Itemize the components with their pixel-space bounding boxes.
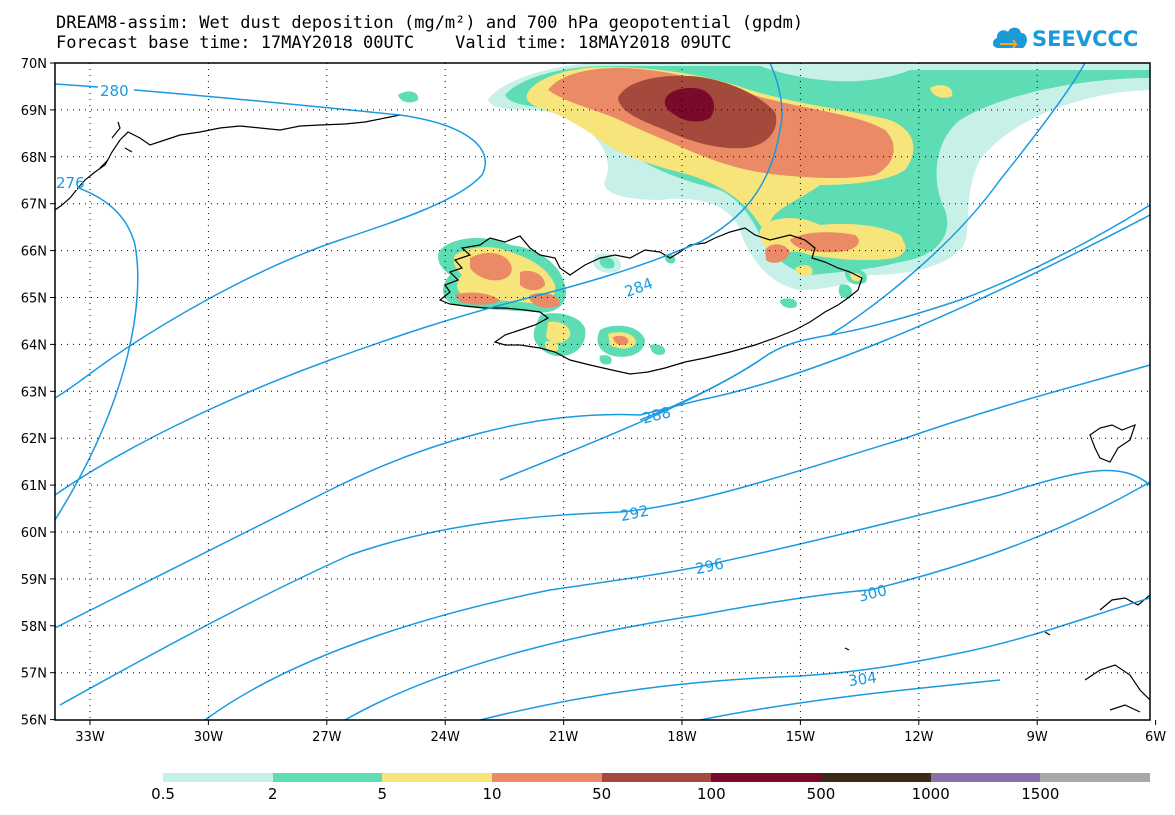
- legend-swatch: [163, 773, 273, 782]
- contour-label-304: 304: [847, 668, 878, 690]
- lat-label: 56N: [21, 714, 47, 729]
- longitude-labels: 33W 30W 27W 24W 21W 18W 15W 12W 9W 6W: [75, 730, 1166, 745]
- contour-label-276: 276: [56, 174, 85, 192]
- legend-label: 50: [592, 785, 612, 803]
- legend-swatch: [272, 773, 383, 782]
- cloud-icon: [992, 27, 1027, 49]
- scotland-coastline: [1084, 594, 1150, 713]
- lon-label: 12W: [904, 730, 934, 745]
- lat-label: 65N: [21, 292, 47, 307]
- legend-label: 1000: [911, 785, 950, 803]
- legend-label: 2: [267, 785, 278, 803]
- lon-label: 24W: [430, 730, 460, 745]
- color-legend: [163, 773, 1151, 782]
- lat-label: 66N: [21, 245, 47, 260]
- legend-swatch: [601, 773, 712, 782]
- axis-ticks: [50, 62, 1157, 725]
- lon-label: 6W: [1145, 730, 1166, 745]
- lon-label: 33W: [75, 730, 105, 745]
- contour-label-300: 300: [857, 581, 889, 605]
- lat-label: 67N: [21, 198, 47, 213]
- lat-label: 61N: [21, 479, 47, 494]
- dust-area-100: [664, 88, 715, 122]
- lon-label: 9W: [1027, 730, 1048, 745]
- legend-swatch: [821, 773, 931, 782]
- contour-label-284: 284: [622, 274, 655, 301]
- contour-296: [204, 469, 1150, 720]
- faroe-coastline: [1089, 423, 1136, 463]
- lat-label: 60N: [21, 526, 47, 541]
- coastline-layer: [55, 114, 1150, 713]
- lat-label: 58N: [21, 620, 47, 635]
- seevccc-logo: SEEVCCC: [990, 20, 1150, 60]
- legend-label: 5: [377, 785, 388, 803]
- lat-label: 70N: [21, 57, 47, 72]
- gridlines: [55, 63, 1150, 720]
- iceland-coastline: [438, 227, 863, 375]
- contour-label-296: 296: [694, 555, 726, 579]
- lon-label: 21W: [549, 730, 579, 745]
- geopotential-contours: [55, 63, 1150, 720]
- contour-276: [55, 179, 139, 521]
- legend-swatch: [711, 773, 822, 782]
- lon-label: 18W: [667, 730, 697, 745]
- contour-label-288: 288: [641, 403, 673, 427]
- lat-label: 62N: [21, 432, 47, 447]
- lat-label: 57N: [21, 667, 47, 682]
- legend-swatch: [382, 773, 493, 782]
- contour-284: [55, 63, 783, 496]
- lat-label: 69N: [21, 104, 47, 119]
- logo-text: SEEVCCC: [1032, 27, 1139, 51]
- lat-label: 68N: [21, 151, 47, 166]
- lat-label: 64N: [21, 338, 47, 353]
- legend-swatch: [1040, 773, 1151, 782]
- lon-label: 27W: [312, 730, 342, 745]
- lon-label: 30W: [194, 730, 224, 745]
- contour-label-292: 292: [619, 502, 651, 526]
- greenland-coastline: [55, 114, 401, 211]
- lon-label: 15W: [786, 730, 816, 745]
- legend-swatch: [492, 773, 602, 782]
- legend-label: 0.5: [151, 785, 175, 803]
- legend-label: 100: [697, 785, 726, 803]
- contour-304: [479, 597, 1150, 720]
- contour-288: [55, 214, 1150, 629]
- legend-label: 1500: [1021, 785, 1060, 803]
- legend-label: 10: [482, 785, 502, 803]
- contour-300: [344, 481, 1150, 720]
- map-title: DREAM8-assim: Wet dust deposition (mg/m²…: [56, 13, 804, 33]
- contour-280: [55, 83, 487, 399]
- lat-label: 63N: [21, 385, 47, 400]
- legend-swatch: [930, 773, 1041, 782]
- lat-label: 59N: [21, 573, 47, 588]
- contour-292: [59, 364, 1150, 706]
- forecast-times: Forecast base time: 17MAY2018 00UTC Vali…: [56, 33, 732, 53]
- legend-label: 500: [806, 785, 836, 803]
- contour-label-280: 280: [100, 82, 129, 100]
- latitude-labels: 70N 69N 68N 67N 66N 65N 64N 63N 62N 61N 60N 59N 58N 5…: [21, 57, 47, 729]
- dust-deposition-layer: [398, 63, 1150, 365]
